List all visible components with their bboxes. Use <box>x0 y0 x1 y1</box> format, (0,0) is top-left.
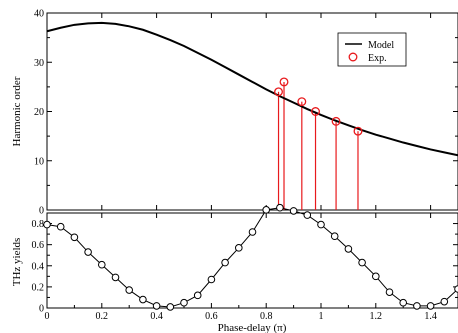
legend: Model Exp. <box>337 32 407 67</box>
thz-yield-point <box>413 302 421 310</box>
bottom-y-tick-label: 0.4 <box>32 261 45 272</box>
model-line <box>46 21 458 157</box>
legend-exp-swatch <box>348 52 358 62</box>
top-y-axis-label: Harmonic order <box>11 76 23 146</box>
thz-yield-point <box>344 245 353 253</box>
bottom-x-tick-label: 1.2 <box>370 311 383 322</box>
top-y-tick-label: 40 <box>34 9 44 20</box>
thz-yield-point <box>440 297 449 306</box>
bottom-x-tick-label: 0.2 <box>96 311 109 322</box>
thz-yield-point <box>207 275 216 284</box>
thz-yield-point <box>262 206 271 214</box>
bottom-x-tick-label: 0.6 <box>205 311 218 322</box>
bottom-x-tick-label: 0.4 <box>150 311 163 322</box>
bottom-x-tick-label: 0.8 <box>260 311 273 322</box>
thz-yield-point <box>43 220 51 229</box>
thz-yield-point <box>70 233 79 242</box>
bottom-x-tick-label: 1 <box>319 311 324 322</box>
exp-point <box>274 87 283 97</box>
thz-yield-point <box>235 244 243 252</box>
thz-yield-point <box>330 232 339 241</box>
exp-stems <box>277 81 359 210</box>
thz-yield-point <box>111 273 120 282</box>
bottom-y-tick-label: 0 <box>39 304 44 315</box>
harmonic-order-panel: Harmonic order 0 10 20 30 40 Model Exp. <box>11 9 458 217</box>
top-y-tick-label: 10 <box>34 156 44 167</box>
thz-yield-point <box>221 258 229 267</box>
thz-yields-panel: THz yields Phase-delay (π) 0 0.2 0.4 0.6 0.8… <box>11 203 458 333</box>
thz-yield-point <box>56 222 65 231</box>
thz-yield-point <box>276 203 284 212</box>
thz-yield-point <box>139 295 147 304</box>
bottom-plot-frame <box>46 212 458 309</box>
thz-yield-point <box>358 258 366 267</box>
thz-yield-point <box>125 286 133 294</box>
exp-point <box>353 126 363 136</box>
exp-point <box>311 107 320 116</box>
thz-yield-point <box>303 211 312 219</box>
thz-yield-point <box>426 302 435 310</box>
bottom-x-tick-label: 1.4 <box>424 311 437 322</box>
legend-box <box>337 32 407 67</box>
top-y-tick-label: 30 <box>34 58 44 69</box>
bottom-x-axis-label: Phase-delay (π) <box>218 322 287 333</box>
thz-yield-point <box>152 302 161 310</box>
thz-yield-point <box>289 207 298 215</box>
bottom-y-tick-label: 0.6 <box>32 240 45 251</box>
bottom-y-ticks: 0 0.2 0.4 0.6 0.8 <box>32 212 458 315</box>
bottom-y-tick-label: 0.8 <box>32 219 45 230</box>
thz-yield-point <box>399 298 408 307</box>
exp-points <box>274 77 363 136</box>
top-y-tick-label: 20 <box>34 107 44 118</box>
top-y-tick-label: 0 <box>39 206 44 217</box>
exp-point <box>331 116 341 126</box>
thz-yield-point <box>372 272 380 281</box>
thz-yield-points <box>43 203 458 311</box>
bottom-x-tick-label: 0 <box>45 311 50 322</box>
exp-point <box>297 97 307 107</box>
legend-exp-label: Exp. <box>368 53 387 64</box>
exp-point <box>279 77 289 87</box>
thz-yield-line <box>46 207 458 308</box>
thz-yield-point <box>193 291 202 300</box>
thz-yield-point <box>180 298 188 307</box>
thz-yield-point <box>84 248 92 256</box>
thz-yield-point <box>98 260 106 269</box>
thz-yield-point <box>166 303 175 311</box>
thz-yield-point <box>248 228 257 236</box>
thz-yield-point <box>454 285 458 293</box>
legend-model-label: Model <box>368 40 394 51</box>
thz-yield-point <box>317 220 325 229</box>
bottom-y-axis-label: THz yields <box>11 238 23 287</box>
bottom-y-tick-label: 0.2 <box>32 282 45 293</box>
thz-yield-point <box>385 288 394 296</box>
